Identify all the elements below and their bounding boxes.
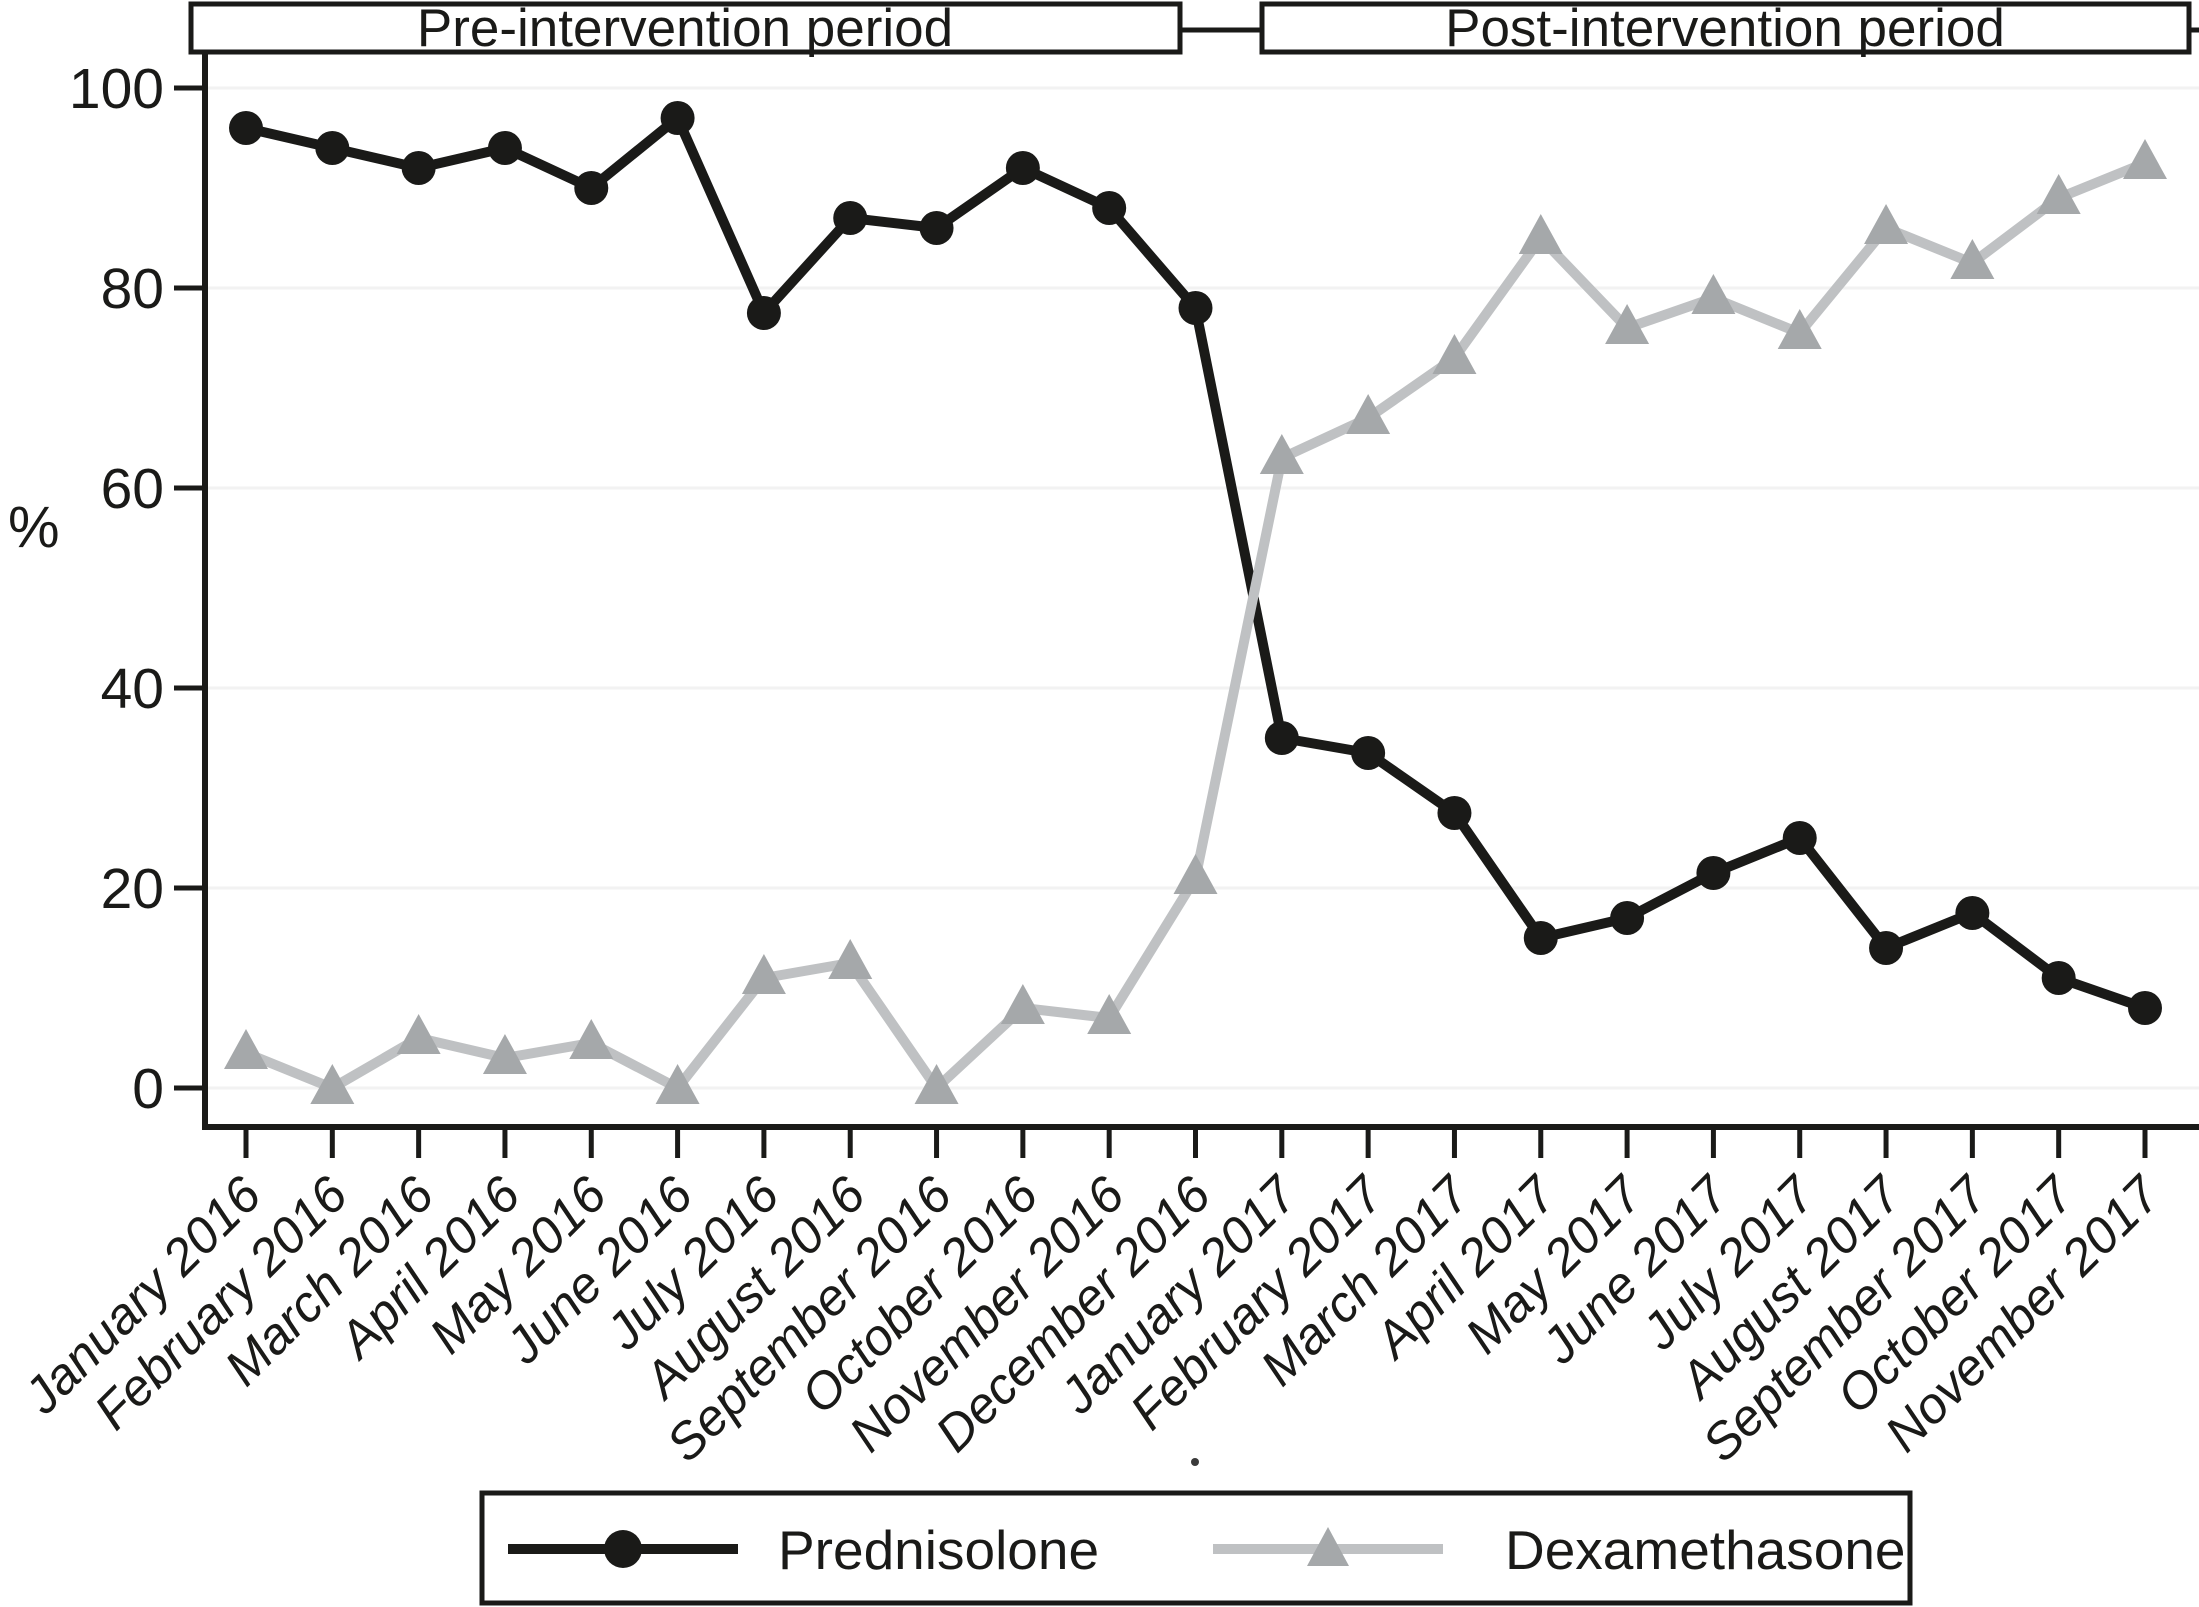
- data-point-dexamethasone: [1518, 214, 1563, 254]
- data-point-prednisolone: [315, 131, 350, 165]
- data-point-dexamethasone: [224, 1029, 268, 1069]
- pre-intervention-box: Pre-intervention period: [188, 0, 1183, 58]
- post-intervention-label: Post-intervention period: [1445, 0, 2005, 58]
- data-point-prednisolone: [1782, 821, 1817, 855]
- y-tick-label: 20: [101, 857, 164, 921]
- data-point-prednisolone: [401, 151, 436, 185]
- y-axis-title: %: [8, 495, 60, 560]
- legend: Prednisolone Dexamethasone: [479, 1490, 1913, 1606]
- data-point-dexamethasone: [1605, 304, 1650, 344]
- data-point-dexamethasone: [1259, 434, 1304, 474]
- data-point-prednisolone: [1869, 931, 1904, 965]
- data-point-prednisolone: [574, 171, 609, 205]
- grid-layer: [205, 86, 2199, 1090]
- legend-label-prednisolone: Prednisolone: [778, 1519, 1099, 1581]
- pre-intervention-box-frame: [188, 1, 1183, 55]
- artifact-dot: [1191, 1458, 1199, 1466]
- data-point-dexamethasone: [1346, 394, 1391, 434]
- data-point-prednisolone: [1005, 151, 1040, 185]
- data-point-dexamethasone: [1000, 984, 1045, 1024]
- post-intervention-box-frame: [1259, 1, 2192, 55]
- data-point-prednisolone: [1178, 291, 1213, 325]
- data-point-dexamethasone: [569, 1019, 614, 1059]
- triangle-marker-icon: [1307, 1527, 1349, 1566]
- data-point-dexamethasone: [655, 1064, 700, 1104]
- data-point-prednisolone: [1092, 191, 1127, 225]
- data-point-dexamethasone: [828, 939, 873, 979]
- data-point-prednisolone: [2128, 991, 2163, 1025]
- data-point-dexamethasone: [2036, 174, 2081, 214]
- data-point-prednisolone: [1696, 856, 1731, 890]
- data-point-prednisolone: [1264, 721, 1299, 755]
- legend-label-dexamethasone: Dexamethasone: [1505, 1519, 1906, 1581]
- data-point-prednisolone: [1437, 796, 1472, 830]
- data-point-dexamethasone: [914, 1064, 959, 1104]
- y-tick-label: 100: [69, 57, 164, 121]
- data-point-dexamethasone: [2123, 139, 2168, 179]
- data-point-prednisolone: [919, 211, 954, 245]
- data-point-dexamethasone: [396, 1014, 441, 1054]
- data-point-prednisolone: [1351, 736, 1386, 770]
- y-tick-label: 60: [101, 457, 164, 521]
- data-point-dexamethasone: [1173, 854, 1218, 894]
- series-layer: [224, 101, 2168, 1104]
- data-point-dexamethasone: [1777, 309, 1822, 349]
- data-point-prednisolone: [1955, 896, 1990, 930]
- data-point-prednisolone: [2041, 961, 2076, 995]
- pre-intervention-label: Pre-intervention period: [417, 0, 953, 58]
- circle-marker-icon: [604, 1530, 642, 1568]
- data-point-prednisolone: [660, 101, 695, 135]
- y-tick-label: 40: [101, 657, 164, 721]
- data-point-prednisolone: [746, 296, 781, 330]
- data-point-dexamethasone: [1864, 204, 1909, 244]
- data-point-prednisolone: [833, 201, 868, 235]
- data-point-dexamethasone: [1087, 994, 1132, 1034]
- data-point-prednisolone: [1610, 901, 1645, 935]
- data-point-prednisolone: [1523, 921, 1558, 955]
- data-point-dexamethasone: [1432, 334, 1477, 374]
- data-point-dexamethasone: [482, 1034, 527, 1074]
- data-point-dexamethasone: [310, 1064, 355, 1104]
- y-tick-label: 0: [132, 1057, 164, 1121]
- y-tick-label: 80: [101, 257, 164, 321]
- data-point-prednisolone: [229, 111, 263, 145]
- data-point-dexamethasone: [1950, 239, 1995, 279]
- data-point-dexamethasone: [1691, 274, 1736, 314]
- post-intervention-box: Post-intervention period: [1259, 0, 2192, 58]
- data-point-dexamethasone: [741, 954, 786, 994]
- data-point-prednisolone: [487, 131, 522, 165]
